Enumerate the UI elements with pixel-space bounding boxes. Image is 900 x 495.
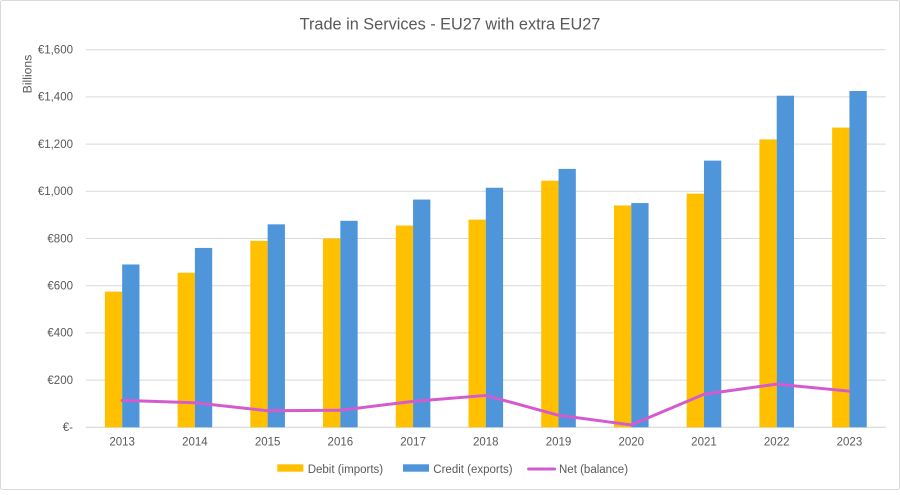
svg-text:2014: 2014 bbox=[182, 436, 208, 448]
svg-text:2019: 2019 bbox=[546, 436, 572, 448]
svg-text:€1,200: €1,200 bbox=[38, 139, 73, 151]
svg-text:Debit (imports): Debit (imports) bbox=[308, 464, 384, 476]
svg-text:2016: 2016 bbox=[328, 436, 354, 448]
svg-text:Net (balance): Net (balance) bbox=[559, 464, 628, 476]
svg-text:2021: 2021 bbox=[691, 436, 717, 448]
svg-text:€600: €600 bbox=[47, 281, 73, 293]
svg-text:€800: €800 bbox=[47, 233, 73, 245]
svg-text:€1,000: €1,000 bbox=[38, 186, 73, 198]
svg-text:€1,400: €1,400 bbox=[38, 92, 73, 104]
svg-text:Trade in Services - EU27 with: Trade in Services - EU27 with extra EU27 bbox=[300, 15, 601, 33]
svg-text:2013: 2013 bbox=[109, 436, 135, 448]
svg-text:€1,600: €1,600 bbox=[38, 45, 73, 57]
svg-text:2020: 2020 bbox=[618, 436, 644, 448]
svg-text:€400: €400 bbox=[47, 328, 73, 340]
svg-text:Billions: Billions bbox=[21, 55, 35, 94]
svg-text:2017: 2017 bbox=[400, 436, 426, 448]
svg-text:2015: 2015 bbox=[255, 436, 281, 448]
svg-text:€200: €200 bbox=[47, 375, 73, 387]
svg-text:2022: 2022 bbox=[764, 436, 790, 448]
svg-text:2018: 2018 bbox=[473, 436, 499, 448]
svg-text:2023: 2023 bbox=[837, 436, 863, 448]
svg-text:€-: €- bbox=[63, 422, 73, 434]
svg-text:Credit (exports): Credit (exports) bbox=[433, 464, 512, 476]
